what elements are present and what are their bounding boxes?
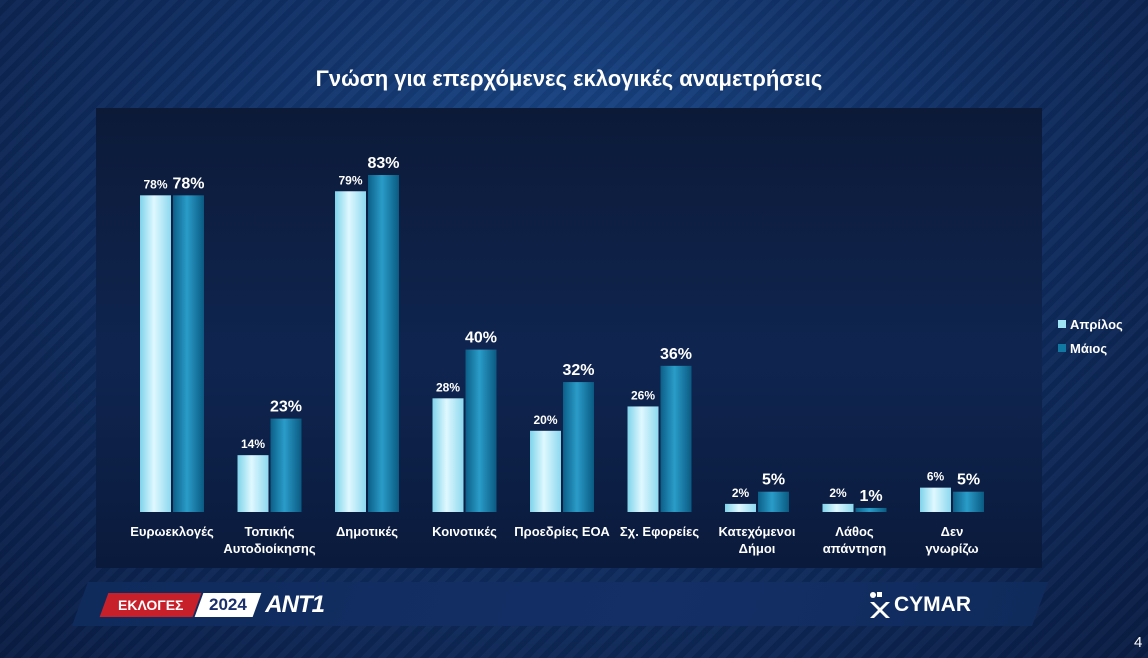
data-label: 83%	[367, 155, 399, 172]
category-label: Κατεχόμενοι	[719, 524, 796, 539]
data-label: 5%	[957, 472, 980, 489]
logo-year: 2024	[195, 593, 262, 617]
legend-swatch	[1058, 320, 1066, 328]
bar-may	[368, 175, 399, 512]
chart-title: Γνώση για επερχόμενες εκλογικές αναμετρή…	[315, 66, 823, 91]
elections-2024-logo: ΕΚΛΟΓΕΣ 2024 ANT1	[99, 591, 325, 618]
data-label: 20%	[533, 413, 557, 427]
data-label: 36%	[660, 346, 692, 363]
bar-april	[725, 503, 756, 512]
page-number: 4	[1134, 634, 1143, 651]
legend-label: Απρίλος	[1070, 316, 1123, 332]
bar-april	[920, 487, 951, 512]
ant1-logo: ANT1	[265, 591, 325, 618]
bar-april	[237, 455, 269, 512]
category-label: γνωρίζω	[925, 541, 978, 556]
category-label: Δημοτικές	[336, 524, 398, 539]
bar-may	[953, 491, 984, 512]
category-label: Δεν	[941, 524, 964, 539]
legend-item-april: Απρίλος	[1058, 312, 1123, 336]
logo-word: ΕΚΛΟΓΕΣ	[99, 593, 202, 617]
bar-may	[758, 491, 789, 512]
category-label: Λάθος	[835, 524, 874, 539]
category-label: Κοινοτικές	[432, 524, 497, 539]
legend-item-may: Μάιος	[1058, 336, 1123, 360]
data-label: 26%	[631, 388, 655, 402]
data-label: 28%	[436, 380, 460, 394]
category-label: Ευρωεκλογές	[130, 524, 214, 539]
cymar-icon	[870, 592, 890, 618]
bar-april	[140, 195, 171, 512]
category-label: Τοπικής	[244, 524, 294, 539]
bar-may	[173, 195, 204, 512]
data-label: 14%	[241, 437, 265, 451]
data-label: 78%	[172, 175, 204, 192]
cymar-logo: CYMAR	[866, 590, 971, 620]
bar-may	[563, 382, 594, 512]
data-label: 79%	[338, 173, 362, 187]
bar-may	[270, 418, 302, 512]
data-label: 1%	[859, 488, 882, 505]
data-label: 2%	[829, 486, 847, 500]
bar-april	[822, 503, 854, 512]
bar-may	[660, 365, 692, 512]
data-label: 40%	[465, 330, 497, 347]
bar-april	[627, 406, 659, 512]
data-label: 78%	[143, 177, 167, 191]
cymar-text: CYMAR	[894, 593, 971, 616]
bar-may	[465, 349, 497, 512]
bar-april	[335, 191, 366, 512]
data-label: 5%	[762, 472, 785, 489]
chart-legend: Απρίλος Μάιος	[1058, 312, 1123, 360]
data-label: 23%	[270, 399, 302, 416]
category-label: Σχ. Εφορείες	[620, 524, 699, 539]
category-label: Αυτοδιοίκησης	[223, 541, 315, 556]
data-label: 6%	[927, 470, 945, 484]
data-label: 32%	[562, 362, 594, 379]
bar-april	[432, 398, 464, 512]
bar-april	[530, 430, 561, 512]
category-label: Δήμοι	[739, 541, 776, 556]
bar-may	[855, 507, 887, 512]
legend-label: Μάιος	[1070, 340, 1108, 356]
category-label: απάντηση	[823, 541, 886, 556]
data-label: 2%	[732, 486, 750, 500]
category-label: Προεδρίες ΕΟΑ	[514, 524, 610, 539]
legend-swatch	[1058, 344, 1066, 352]
